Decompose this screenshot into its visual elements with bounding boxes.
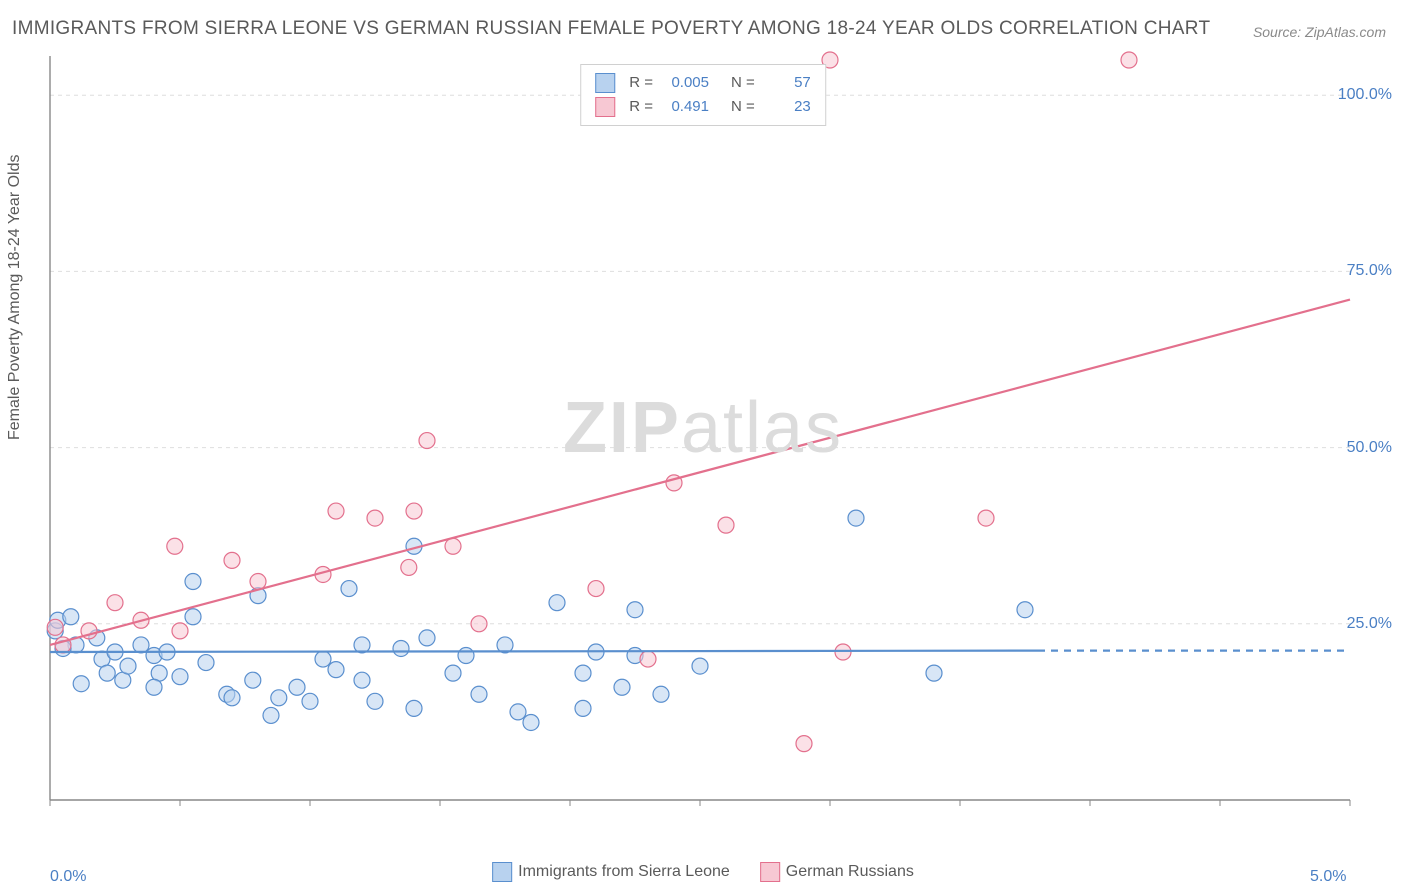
y-tick-label: 50.0% — [1347, 439, 1392, 457]
legend-swatch — [492, 862, 512, 882]
r-value: 0.005 — [661, 71, 709, 95]
correlation-scatter-chart — [0, 0, 1406, 892]
x-tick-label: 5.0% — [1310, 868, 1346, 886]
legend-stat-row: R =0.491N =23 — [595, 95, 811, 119]
n-value: 57 — [763, 71, 811, 95]
legend-label: Immigrants from Sierra Leone — [518, 863, 730, 880]
legend-swatch — [595, 97, 615, 117]
source-attribution: Source: ZipAtlas.com — [1253, 24, 1386, 40]
legend-swatch — [760, 862, 780, 882]
x-tick-label: 0.0% — [50, 868, 86, 886]
legend-item: German Russians — [760, 862, 914, 882]
legend-stat-row: R =0.005N =57 — [595, 71, 811, 95]
y-tick-label: 75.0% — [1347, 262, 1392, 280]
r-value: 0.491 — [661, 95, 709, 119]
y-axis-label: Female Poverty Among 18-24 Year Olds — [6, 155, 24, 441]
correlation-stats-legend: R =0.005N =57R =0.491N =23 — [580, 64, 826, 126]
legend-swatch — [595, 73, 615, 93]
chart-title: IMMIGRANTS FROM SIERRA LEONE VS GERMAN R… — [12, 18, 1210, 40]
y-tick-label: 25.0% — [1347, 615, 1392, 633]
series-legend: Immigrants from Sierra Leone German Russi… — [492, 862, 914, 882]
y-tick-label: 100.0% — [1338, 86, 1392, 104]
legend-item: Immigrants from Sierra Leone — [492, 862, 730, 882]
n-value: 23 — [763, 95, 811, 119]
legend-label: German Russians — [786, 863, 914, 880]
